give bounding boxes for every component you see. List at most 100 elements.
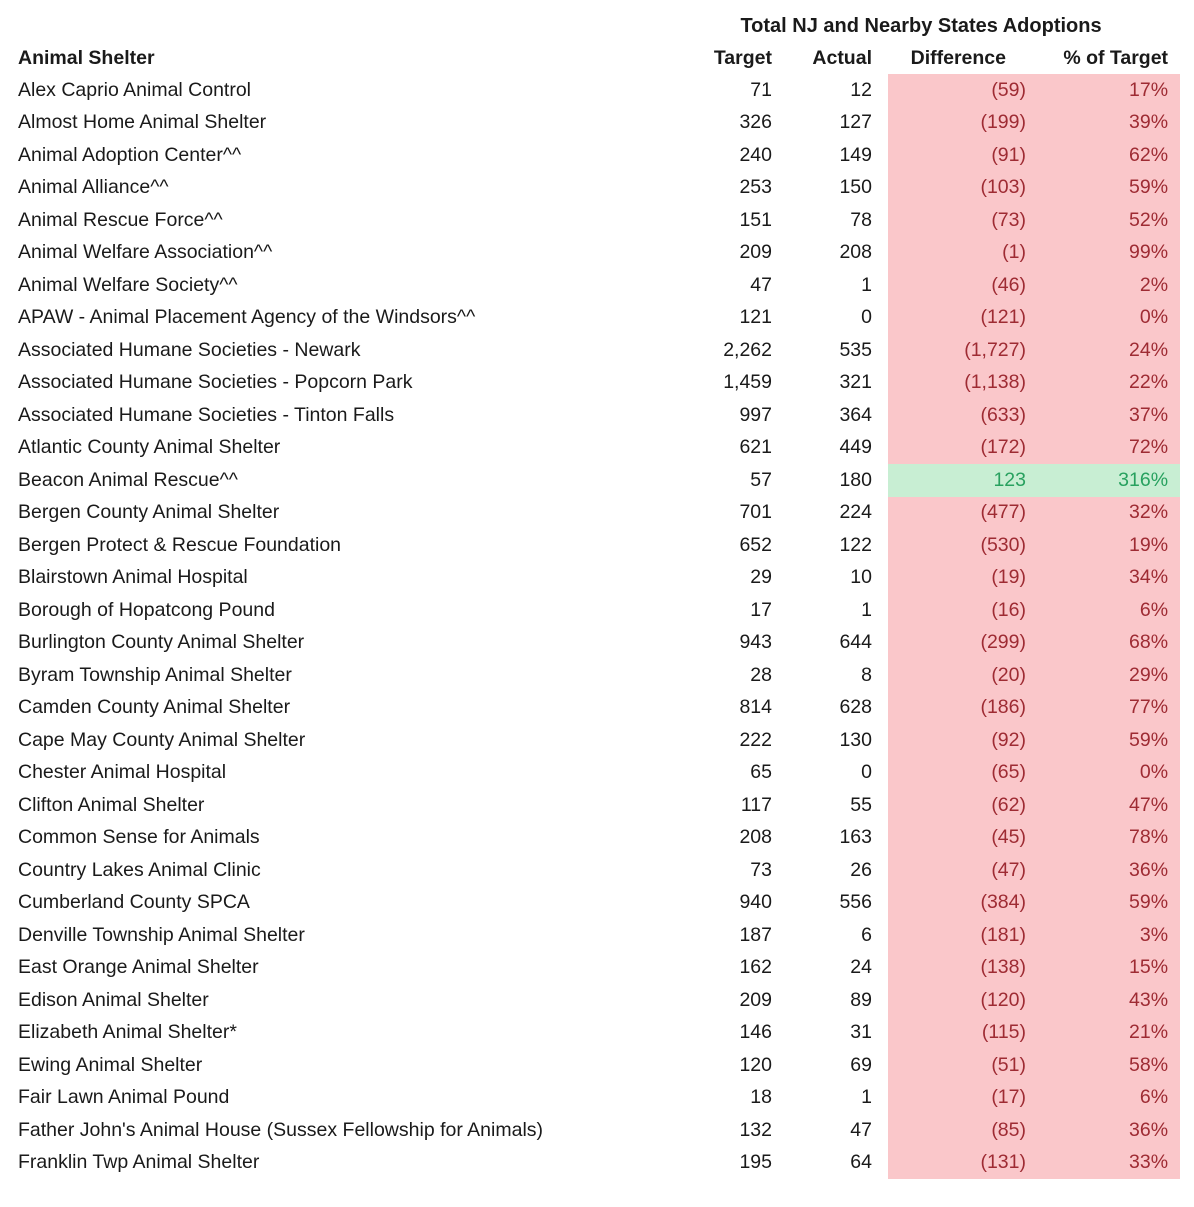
- target-cell: 117: [740, 793, 772, 816]
- difference-cell: (16): [888, 594, 1040, 627]
- shelter-name-cell: Animal Welfare Association^^: [18, 241, 273, 263]
- target-cell: 209: [739, 988, 772, 1011]
- table-row: Common Sense for Animals 208 163 (45) 78…: [0, 821, 1181, 854]
- table-row: Associated Humane Societies - Popcorn Pa…: [0, 366, 1181, 399]
- pct-cell: 59%: [1040, 724, 1181, 757]
- actual-cell: 127: [839, 111, 872, 133]
- shelter-name-cell: Elizabeth Animal Shelter*: [18, 1021, 237, 1043]
- table-row: Associated Humane Societies - Newark 2,2…: [0, 334, 1181, 367]
- difference-cell: (51): [888, 1049, 1040, 1082]
- target-cell: 146: [739, 1021, 772, 1043]
- target-cell: 2,262: [723, 338, 772, 361]
- actual-cell: 0: [861, 306, 872, 328]
- target-cell: 28: [750, 663, 772, 686]
- table-row: Animal Rescue Force^^ 151 78 (73) 52%: [0, 204, 1181, 237]
- table-row: APAW - Animal Placement Agency of the Wi…: [0, 301, 1181, 334]
- difference-cell: (186): [888, 691, 1040, 724]
- shelter-name-cell: Blairstown Animal Hospital: [18, 566, 248, 588]
- target-cell: 121: [739, 306, 772, 328]
- actual-cell: 130: [839, 728, 872, 751]
- actual-cell: 69: [850, 1053, 872, 1076]
- difference-cell: (103): [888, 171, 1040, 204]
- pct-cell: 22%: [1040, 366, 1181, 399]
- target-cell: 222: [739, 728, 772, 751]
- table-row: Burlington County Animal Shelter 943 644…: [0, 626, 1181, 659]
- table-row: Chester Animal Hospital 65 0 (65) 0%: [0, 756, 1181, 789]
- actual-cell: 12: [850, 78, 872, 101]
- shelter-name-cell: Edison Animal Shelter: [18, 988, 209, 1011]
- shelter-name-cell: Associated Humane Societies - Newark: [18, 338, 361, 361]
- difference-cell: (85): [888, 1114, 1040, 1147]
- pct-cell: 37%: [1040, 399, 1181, 432]
- actual-cell: 321: [839, 371, 872, 393]
- difference-cell: (120): [888, 984, 1040, 1017]
- shelter-name-cell: Chester Animal Hospital: [18, 761, 227, 783]
- pct-cell: 6%: [1040, 1081, 1181, 1114]
- target-cell: 208: [739, 826, 772, 848]
- target-cell: 47: [750, 273, 772, 296]
- pct-cell: 58%: [1040, 1049, 1181, 1082]
- table-row: Animal Alliance^^ 253 150 (103) 59%: [0, 171, 1181, 204]
- shelter-name-cell: Camden County Animal Shelter: [18, 696, 291, 718]
- difference-cell: (73): [888, 204, 1040, 237]
- difference-cell: (131): [888, 1146, 1040, 1179]
- difference-cell: (181): [888, 919, 1040, 952]
- actual-cell: 89: [850, 988, 872, 1011]
- pct-cell: 32%: [1040, 496, 1181, 529]
- pct-cell: 0%: [1040, 301, 1181, 334]
- shelter-name-cell: Franklin Twp Animal Shelter: [18, 1151, 260, 1173]
- pct-cell: 3%: [1040, 919, 1181, 952]
- actual-cell: 122: [839, 533, 872, 556]
- pct-cell: 39%: [1040, 106, 1181, 139]
- pct-cell: 99%: [1040, 236, 1181, 269]
- target-cell: 621: [739, 436, 772, 458]
- difference-cell: (121): [888, 301, 1040, 334]
- shelter-name-cell: Animal Adoption Center^^: [18, 143, 242, 166]
- actual-cell: 149: [839, 143, 872, 166]
- group-header-row: Total NJ and Nearby States Adoptions: [0, 8, 1180, 44]
- target-cell: 71: [750, 78, 772, 101]
- actual-cell: 6: [861, 923, 872, 946]
- actual-cell: 24: [850, 956, 872, 978]
- pct-cell: 29%: [1040, 659, 1181, 692]
- pct-cell: 77%: [1040, 691, 1181, 724]
- table-row: Denville Township Animal Shelter 187 6 (…: [0, 919, 1181, 952]
- shelter-name-cell: Cumberland County SPCA: [18, 891, 250, 913]
- actual-cell: 163: [839, 826, 872, 848]
- actual-cell: 180: [839, 468, 872, 491]
- shelter-name-cell: Clifton Animal Shelter: [18, 793, 205, 816]
- target-cell: 1,459: [723, 371, 772, 393]
- table-row: Fair Lawn Animal Pound 18 1 (17) 6%: [0, 1081, 1181, 1114]
- shelter-name-cell: Borough of Hopatcong Pound: [18, 598, 275, 621]
- table-row: Animal Welfare Society^^ 47 1 (46) 2%: [0, 269, 1181, 302]
- actual-cell: 208: [839, 241, 872, 263]
- target-cell: 195: [739, 1151, 772, 1173]
- table-row: Associated Humane Societies - Tinton Fal…: [0, 399, 1181, 432]
- shelter-name-cell: East Orange Animal Shelter: [18, 956, 259, 978]
- shelter-name-cell: Common Sense for Animals: [18, 826, 260, 848]
- pct-cell: 34%: [1040, 561, 1181, 594]
- table-row: Elizabeth Animal Shelter* 146 31 (115) 2…: [0, 1016, 1181, 1049]
- difference-cell: (477): [888, 496, 1040, 529]
- table-row: Bergen County Animal Shelter 701 224 (47…: [0, 496, 1181, 529]
- col-header-animal-shelter: Animal Shelter: [18, 47, 155, 70]
- difference-cell: (20): [888, 659, 1040, 692]
- shelter-name-cell: Burlington County Animal Shelter: [18, 631, 305, 653]
- col-header-target: Target: [713, 47, 772, 70]
- difference-cell: (299): [888, 626, 1040, 659]
- table-body: Alex Caprio Animal Control 71 12 (59) 17…: [0, 74, 1181, 1179]
- table-row: East Orange Animal Shelter 162 24 (138) …: [0, 951, 1181, 984]
- adoptions-table: Total NJ and Nearby States Adoptions Ani…: [0, 8, 1181, 1179]
- difference-cell: (172): [888, 431, 1040, 464]
- actual-cell: 644: [839, 631, 872, 653]
- pct-cell: 43%: [1040, 984, 1181, 1017]
- table-row: Almost Home Animal Shelter 326 127 (199)…: [0, 106, 1181, 139]
- difference-cell: (384): [888, 886, 1040, 919]
- pct-cell: 21%: [1040, 1016, 1181, 1049]
- difference-cell: (45): [888, 821, 1040, 854]
- actual-cell: 556: [839, 891, 872, 913]
- table-row: Franklin Twp Animal Shelter 195 64 (131)…: [0, 1146, 1181, 1179]
- table-row: Clifton Animal Shelter 117 55 (62) 47%: [0, 789, 1181, 822]
- table-row: Cape May County Animal Shelter 222 130 (…: [0, 724, 1181, 757]
- actual-cell: 1: [861, 1086, 872, 1108]
